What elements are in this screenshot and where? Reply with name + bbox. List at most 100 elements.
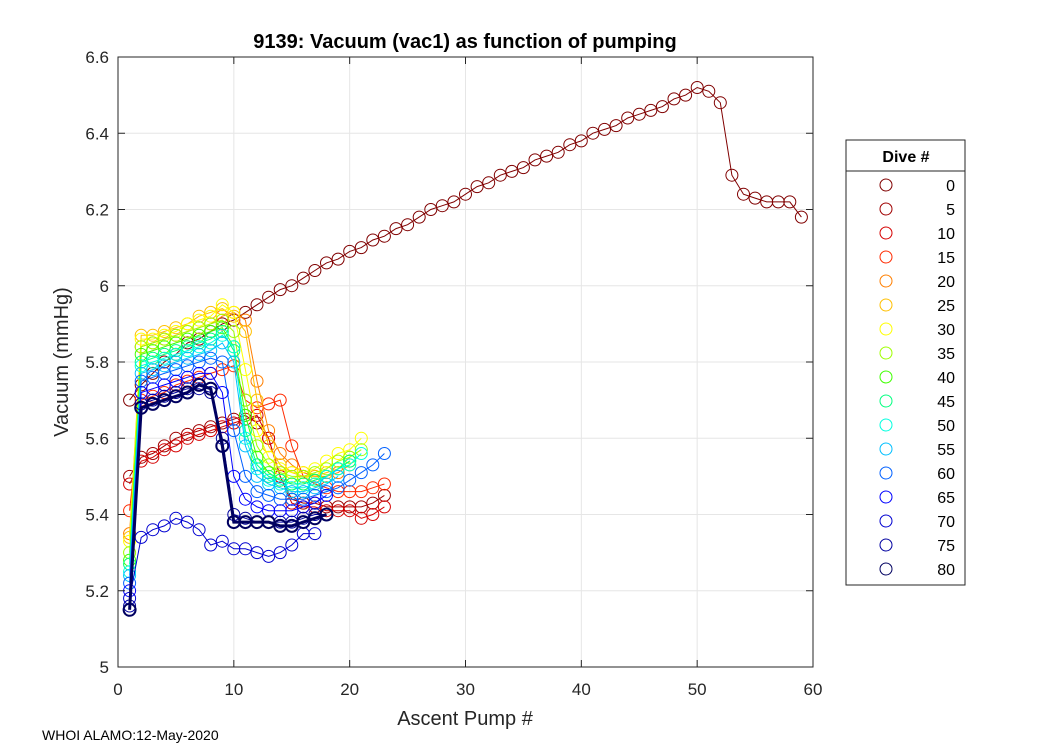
data-point bbox=[181, 344, 194, 358]
series-line bbox=[129, 517, 315, 599]
data-point bbox=[667, 92, 681, 106]
y-tick-label: 6.2 bbox=[85, 201, 109, 220]
legend-marker bbox=[879, 274, 893, 288]
data-point bbox=[343, 454, 357, 468]
series-0 bbox=[123, 81, 808, 407]
data-point bbox=[215, 336, 229, 350]
data-point bbox=[354, 431, 368, 445]
series-line bbox=[129, 357, 385, 584]
data-point bbox=[262, 466, 276, 480]
data-point bbox=[273, 283, 287, 297]
data-point bbox=[320, 256, 333, 270]
data-point bbox=[192, 347, 206, 361]
data-point bbox=[377, 229, 391, 243]
legend-label: 20 bbox=[937, 274, 955, 291]
chart-title: 9139: Vacuum (vac1) as function of pumpi… bbox=[253, 31, 676, 53]
legend-label: 75 bbox=[937, 538, 955, 555]
data-point bbox=[366, 496, 380, 510]
legend-marker bbox=[879, 394, 893, 408]
data-point bbox=[204, 344, 218, 358]
series-line bbox=[128, 383, 327, 610]
data-point bbox=[273, 546, 287, 560]
data-point bbox=[308, 496, 322, 510]
data-point bbox=[273, 447, 287, 460]
data-point bbox=[343, 473, 357, 487]
data-point bbox=[215, 534, 229, 548]
data-point bbox=[296, 492, 310, 506]
legend-marker bbox=[879, 442, 893, 456]
data-point bbox=[273, 393, 287, 407]
data-point bbox=[181, 515, 194, 529]
data-point bbox=[412, 210, 426, 224]
data-point bbox=[146, 363, 160, 377]
data-point bbox=[737, 187, 750, 201]
y-tick-label: 5.4 bbox=[85, 506, 109, 525]
data-point bbox=[250, 485, 264, 499]
data-point bbox=[331, 469, 345, 483]
data-point bbox=[343, 244, 357, 258]
data-point bbox=[227, 309, 241, 323]
data-point bbox=[238, 313, 252, 327]
data-point bbox=[215, 438, 230, 453]
data-point bbox=[181, 317, 194, 331]
data-point bbox=[262, 290, 276, 304]
series-line bbox=[129, 308, 351, 538]
data-point bbox=[180, 385, 195, 400]
data-point bbox=[250, 374, 264, 388]
data-point bbox=[262, 477, 276, 491]
data-point bbox=[308, 527, 322, 541]
data-point bbox=[331, 252, 345, 266]
data-point bbox=[134, 374, 148, 388]
legend-marker bbox=[879, 514, 893, 528]
data-point bbox=[679, 88, 693, 102]
legend-marker bbox=[879, 250, 893, 264]
data-point bbox=[482, 176, 496, 190]
data-point bbox=[424, 203, 438, 216]
legend-label: 45 bbox=[937, 394, 955, 411]
data-point bbox=[366, 508, 380, 521]
legend-label: 30 bbox=[937, 322, 955, 339]
data-point bbox=[192, 340, 206, 354]
data-point bbox=[285, 439, 299, 453]
legend-entries: 0 5 10 15 20 25 30 35 40 45 50 55 60 65 70 75 80 bbox=[879, 178, 955, 579]
data-point bbox=[632, 107, 646, 121]
legend-label: 0 bbox=[946, 178, 955, 195]
data-point bbox=[204, 366, 218, 380]
data-point bbox=[250, 546, 264, 560]
data-point bbox=[505, 164, 519, 178]
data-point bbox=[783, 195, 797, 209]
footer-stamp: WHOI ALAMO:12-May-2020 bbox=[42, 727, 219, 743]
data-point bbox=[609, 119, 623, 133]
data-point bbox=[296, 485, 310, 499]
data-point bbox=[181, 431, 194, 445]
legend-marker bbox=[879, 418, 893, 432]
data-point bbox=[354, 241, 368, 255]
data-point bbox=[238, 363, 252, 377]
legend-marker bbox=[879, 466, 893, 480]
data-point bbox=[331, 447, 345, 460]
data-point bbox=[204, 317, 218, 331]
data-point bbox=[157, 340, 171, 354]
legend-label: 55 bbox=[937, 442, 955, 459]
data-point bbox=[320, 488, 333, 502]
legend-label: 65 bbox=[937, 490, 955, 507]
legend-marker bbox=[879, 298, 893, 312]
data-point bbox=[655, 100, 669, 114]
data-point bbox=[134, 386, 148, 399]
data-point bbox=[273, 481, 287, 495]
series-line bbox=[129, 372, 327, 591]
data-point bbox=[366, 233, 380, 247]
legend-label: 25 bbox=[937, 298, 955, 315]
data-point bbox=[134, 366, 148, 380]
data-point bbox=[146, 523, 160, 537]
data-point bbox=[389, 222, 403, 236]
data-point bbox=[134, 340, 148, 354]
data-point bbox=[354, 500, 368, 514]
data-point bbox=[644, 103, 658, 117]
data-point bbox=[516, 161, 530, 175]
data-point bbox=[377, 477, 391, 491]
data-point bbox=[157, 351, 171, 365]
data-point bbox=[331, 462, 345, 476]
data-point bbox=[192, 313, 206, 327]
data-point bbox=[250, 462, 264, 476]
